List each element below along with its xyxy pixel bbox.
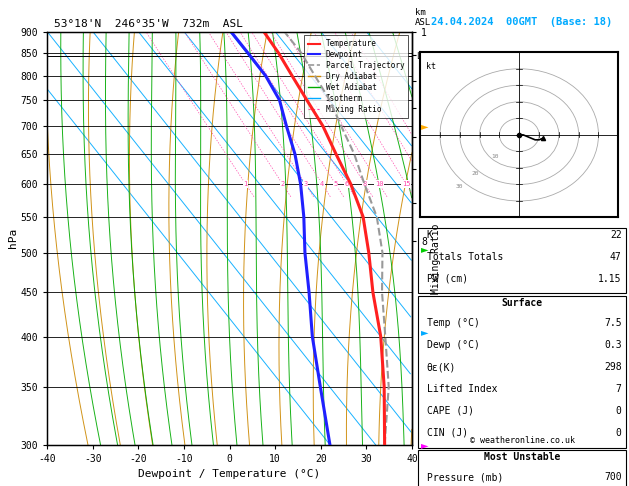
Text: 15: 15 [402, 181, 410, 187]
Text: 7.5: 7.5 [604, 318, 621, 328]
Text: 47: 47 [610, 252, 621, 262]
Text: ►: ► [421, 327, 429, 337]
Text: km
ASL: km ASL [415, 8, 431, 27]
Text: 1: 1 [243, 181, 248, 187]
Text: 6: 6 [345, 181, 349, 187]
X-axis label: Dewpoint / Temperature (°C): Dewpoint / Temperature (°C) [138, 469, 321, 479]
Bar [418, 228, 626, 294]
Text: 30: 30 [456, 184, 464, 189]
Text: CAPE (J): CAPE (J) [426, 406, 474, 416]
Text: 7: 7 [616, 384, 621, 394]
Text: 5: 5 [333, 181, 338, 187]
Text: 10: 10 [375, 181, 384, 187]
Text: 1.15: 1.15 [598, 274, 621, 284]
Bar [418, 295, 626, 448]
Text: CIN (J): CIN (J) [426, 428, 468, 438]
Text: PW (cm): PW (cm) [426, 274, 468, 284]
Y-axis label: Mixing Ratio (g/kg): Mixing Ratio (g/kg) [431, 182, 441, 294]
Text: 8: 8 [363, 181, 367, 187]
Text: Lifted Index: Lifted Index [426, 384, 497, 394]
Text: 10: 10 [491, 154, 499, 159]
Text: Most Unstable: Most Unstable [484, 451, 560, 462]
Text: 3: 3 [303, 181, 308, 187]
Text: ►: ► [421, 440, 429, 450]
Text: LCL: LCL [416, 52, 431, 61]
Text: 298: 298 [604, 362, 621, 372]
Text: ►: ► [421, 121, 429, 131]
Text: 53°18'N  246°35'W  732m  ASL: 53°18'N 246°35'W 732m ASL [55, 19, 243, 30]
Text: Pressure (mb): Pressure (mb) [426, 472, 503, 483]
Text: 0.3: 0.3 [604, 340, 621, 350]
Text: kt: kt [426, 62, 436, 71]
Text: 0: 0 [616, 406, 621, 416]
Text: θε(K): θε(K) [426, 362, 456, 372]
Text: ►: ► [421, 244, 429, 254]
Text: 700: 700 [604, 472, 621, 483]
Text: 20: 20 [472, 171, 479, 175]
Legend: Temperature, Dewpoint, Parcel Trajectory, Dry Adiabat, Wet Adiabat, Isotherm, Mi: Temperature, Dewpoint, Parcel Trajectory… [304, 35, 408, 118]
Text: 22: 22 [610, 230, 621, 240]
Text: 4: 4 [320, 181, 325, 187]
Text: Totals Totals: Totals Totals [426, 252, 503, 262]
Text: 24.04.2024  00GMT  (Base: 18): 24.04.2024 00GMT (Base: 18) [431, 17, 613, 27]
Text: 2: 2 [281, 181, 285, 187]
Bar [418, 450, 626, 486]
Text: Surface: Surface [501, 297, 543, 308]
Text: Dewp (°C): Dewp (°C) [426, 340, 479, 350]
Text: 0: 0 [616, 428, 621, 438]
Text: K: K [426, 230, 433, 240]
Text: © weatheronline.co.uk: © weatheronline.co.uk [470, 435, 574, 445]
Text: Temp (°C): Temp (°C) [426, 318, 479, 328]
Y-axis label: hPa: hPa [8, 228, 18, 248]
